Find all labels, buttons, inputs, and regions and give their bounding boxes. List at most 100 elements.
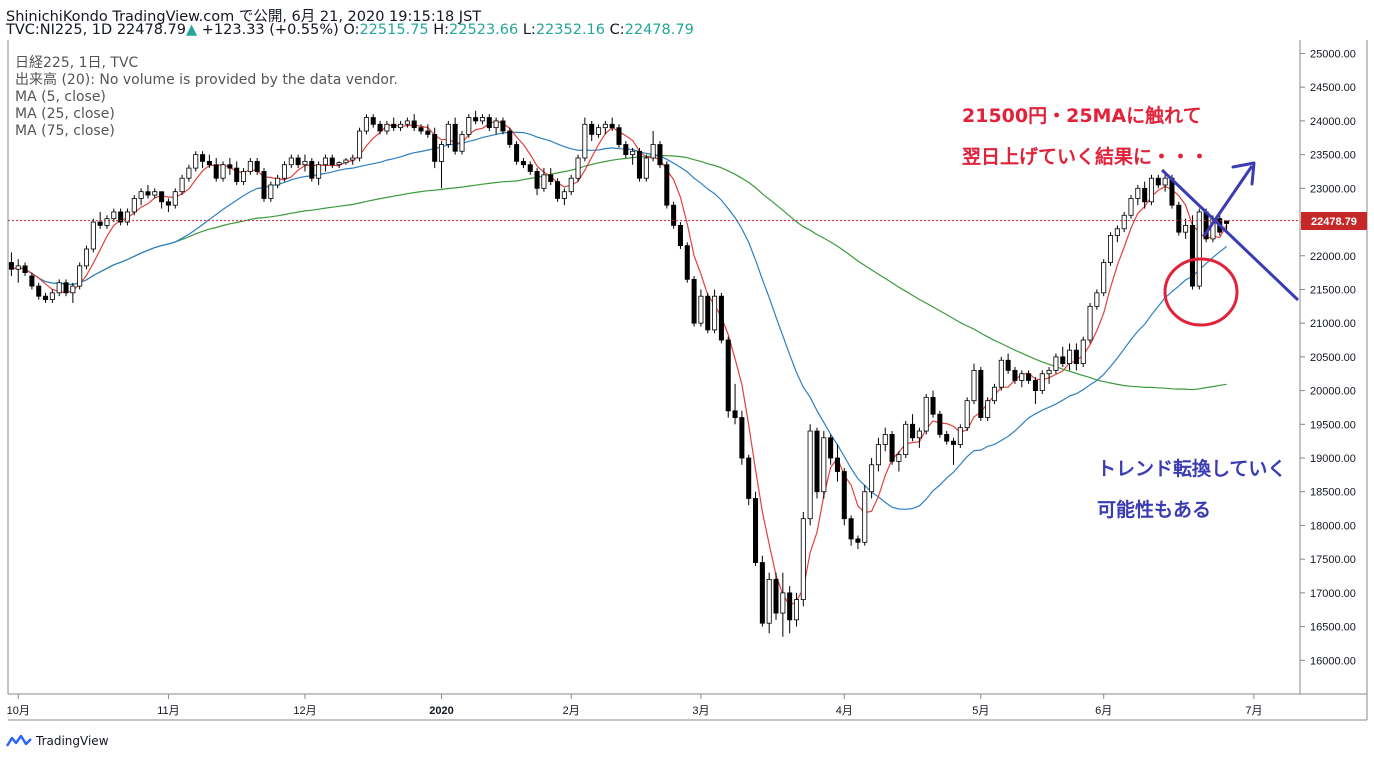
candle-body [193,154,199,169]
candle-body [275,177,281,186]
candle-body [15,265,21,270]
candle-body [8,262,14,270]
legend-ma75[interactable]: MA (75, close) [15,123,115,139]
candle-body [964,400,970,429]
candle-body [398,123,404,129]
candle-body [514,144,520,162]
up-triangle-icon: ▲ [186,22,198,38]
candle-body [657,144,663,166]
candle-body [1067,349,1073,365]
candle-body [111,211,117,220]
candle-body [159,191,165,203]
candle-body [213,164,219,179]
candle-body [1032,380,1038,391]
candle-body [1026,373,1032,381]
candle-body [596,127,602,135]
candle-body [998,359,1004,388]
candle-body [1128,198,1134,216]
x-axis: 10月 11月 12月 2020 2月 3月 4月 5月 6月 7月 [7,694,1262,717]
candle-body [541,174,547,189]
candle-body [937,413,943,435]
candle-body [889,434,895,462]
candle-body [104,218,110,226]
candle-body [124,211,130,223]
candle-body [145,191,151,196]
y-tick-label: 16500.00 [1310,622,1356,634]
candle-body [1135,187,1141,199]
candle-body [56,282,62,294]
candle-body [206,160,212,166]
candle-body [118,211,124,223]
y-tick-label: 24000.00 [1310,116,1356,128]
candle-body [1155,177,1161,186]
candle-body [821,437,827,493]
candle-body [268,184,274,199]
candle-body [1196,211,1202,287]
candle-body [848,518,854,540]
candle-body [391,123,397,129]
annotation-bottom-line1: トレンド転換していく [1097,457,1286,480]
y-tick-label: 21500.00 [1310,284,1356,296]
candle-body [295,157,301,166]
candle-body [800,518,806,601]
legend-volume[interactable]: 出来高 (20): No volume is provided by the d… [15,72,398,88]
legend-title[interactable]: 日経225, 1日, TVC [15,55,139,71]
candle-body [90,221,96,250]
candle-body [220,164,226,179]
candle-body [903,423,909,456]
candle-body [732,410,738,418]
candle-body [882,434,888,445]
candle-body [411,120,417,129]
candle-body [602,123,608,129]
x-tick-label: 2020 [429,705,453,717]
candle-body [486,117,492,129]
indicator-legend: 日経225, 1日, TVC 出来高 (20): No volume is pr… [15,55,398,140]
candle-body [834,457,840,472]
candle-body [718,295,724,341]
candle-body [691,278,697,324]
candle-body [261,171,267,199]
candle-body [1012,369,1018,381]
y-tick-label: 23500.00 [1310,150,1356,162]
candle-body [507,130,513,145]
y-tick-label: 22000.00 [1310,251,1356,263]
tradingview-footer[interactable]: TradingView [6,734,109,748]
candle-body [432,133,438,162]
candle-body [793,599,800,621]
candle-body [131,198,137,213]
candle-body [63,282,69,294]
candle-body [70,285,76,294]
candle-body [479,117,485,122]
legend-ma5[interactable]: MA (5, close) [15,89,106,105]
candle-body [698,295,704,324]
candle-body [404,120,410,125]
y-tick-label: 17500.00 [1310,554,1356,566]
candle-body [875,444,881,466]
candle-body [425,130,431,135]
candle-body [896,454,902,462]
y-tick-label: 16000.00 [1310,655,1356,667]
candle-body [684,245,690,280]
candle-body [281,164,287,179]
candle-body [363,117,369,132]
low-label: L: [522,22,536,38]
candle-body [527,164,533,172]
downtrend-line [1160,168,1300,302]
candle-body [186,167,192,179]
candle-body [452,123,458,152]
candle-body [630,150,636,156]
candle-body [77,265,83,287]
legend-ma25[interactable]: MA (25, close) [15,106,115,122]
candle-body [677,225,683,247]
y-tick-label: 18000.00 [1310,520,1356,532]
publish-info: ShinichiKondo TradingView.com で公開, 6月 21… [6,9,482,25]
candle-body [1094,292,1100,307]
high-label: H: [433,22,450,38]
candle-body [561,191,567,199]
candle-body [636,150,642,179]
candle-body [138,191,144,199]
candle-body [971,369,977,402]
open-label: O: [343,22,360,38]
candle-body [923,396,929,432]
